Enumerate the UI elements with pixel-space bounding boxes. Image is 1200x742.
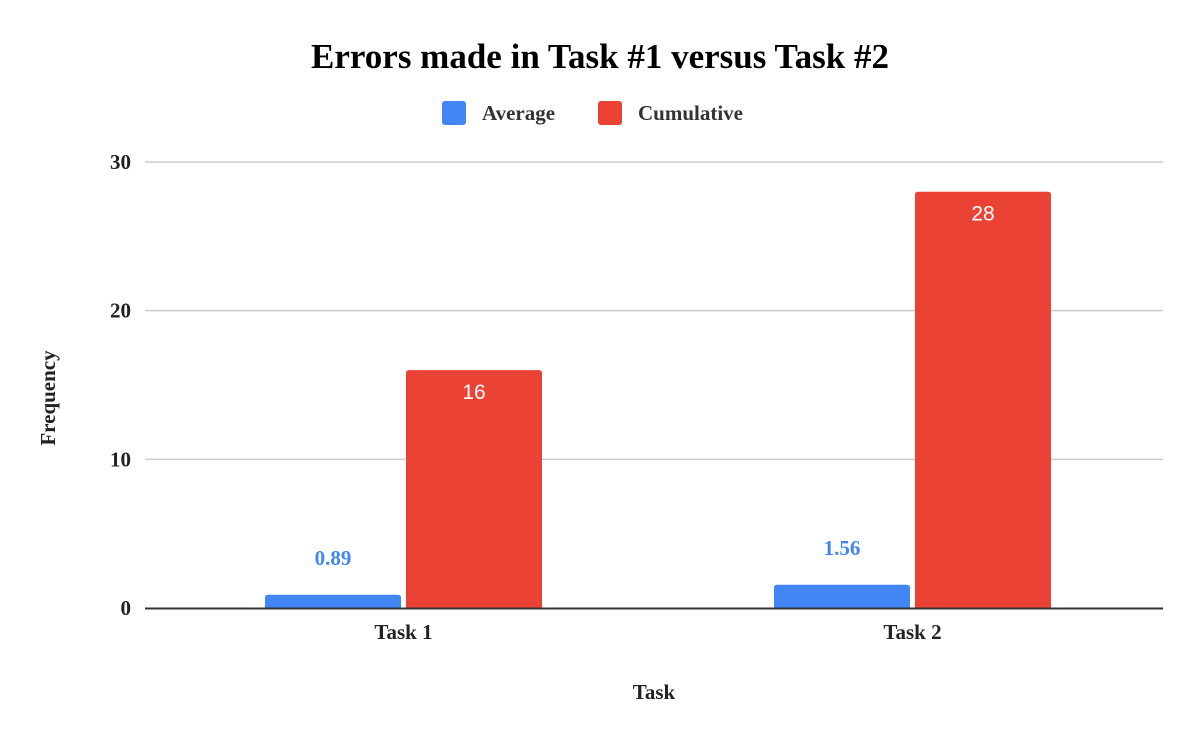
data-labels: 0.89 16 1.56 28 [315,203,995,570]
bars [265,191,1051,608]
legend-swatch-average [442,101,466,125]
x-axis-labels: Task 1 Task 2 [374,620,941,644]
bar-cumulative-task-1 [406,370,542,608]
legend: Average Cumulative [442,101,743,125]
legend-swatch-cumulative [598,101,622,125]
x-tick-label: Task 1 [374,620,432,644]
y-axis-title: Frequency [36,350,60,446]
data-label-cumulative: 28 [971,203,994,226]
legend-label-average: Average [482,101,555,125]
x-tick-label: Task 2 [883,620,941,644]
data-label-average: 1.56 [824,536,861,560]
data-label-average: 0.89 [315,546,352,570]
chart-title: Errors made in Task #1 versus Task #2 [311,37,889,76]
y-tick-label: 30 [110,150,131,174]
bar-average-task-2 [774,584,910,608]
bar-average-task-1 [265,594,401,608]
data-label-cumulative: 16 [462,381,485,404]
y-axis-labels: 0 10 20 30 [110,150,131,620]
y-tick-label: 0 [121,596,132,620]
bar-cumulative-task-2 [915,191,1051,608]
y-tick-label: 10 [110,447,131,471]
legend-label-cumulative: Cumulative [638,101,743,125]
x-axis-title: Task [633,680,676,704]
y-tick-label: 20 [110,299,131,323]
